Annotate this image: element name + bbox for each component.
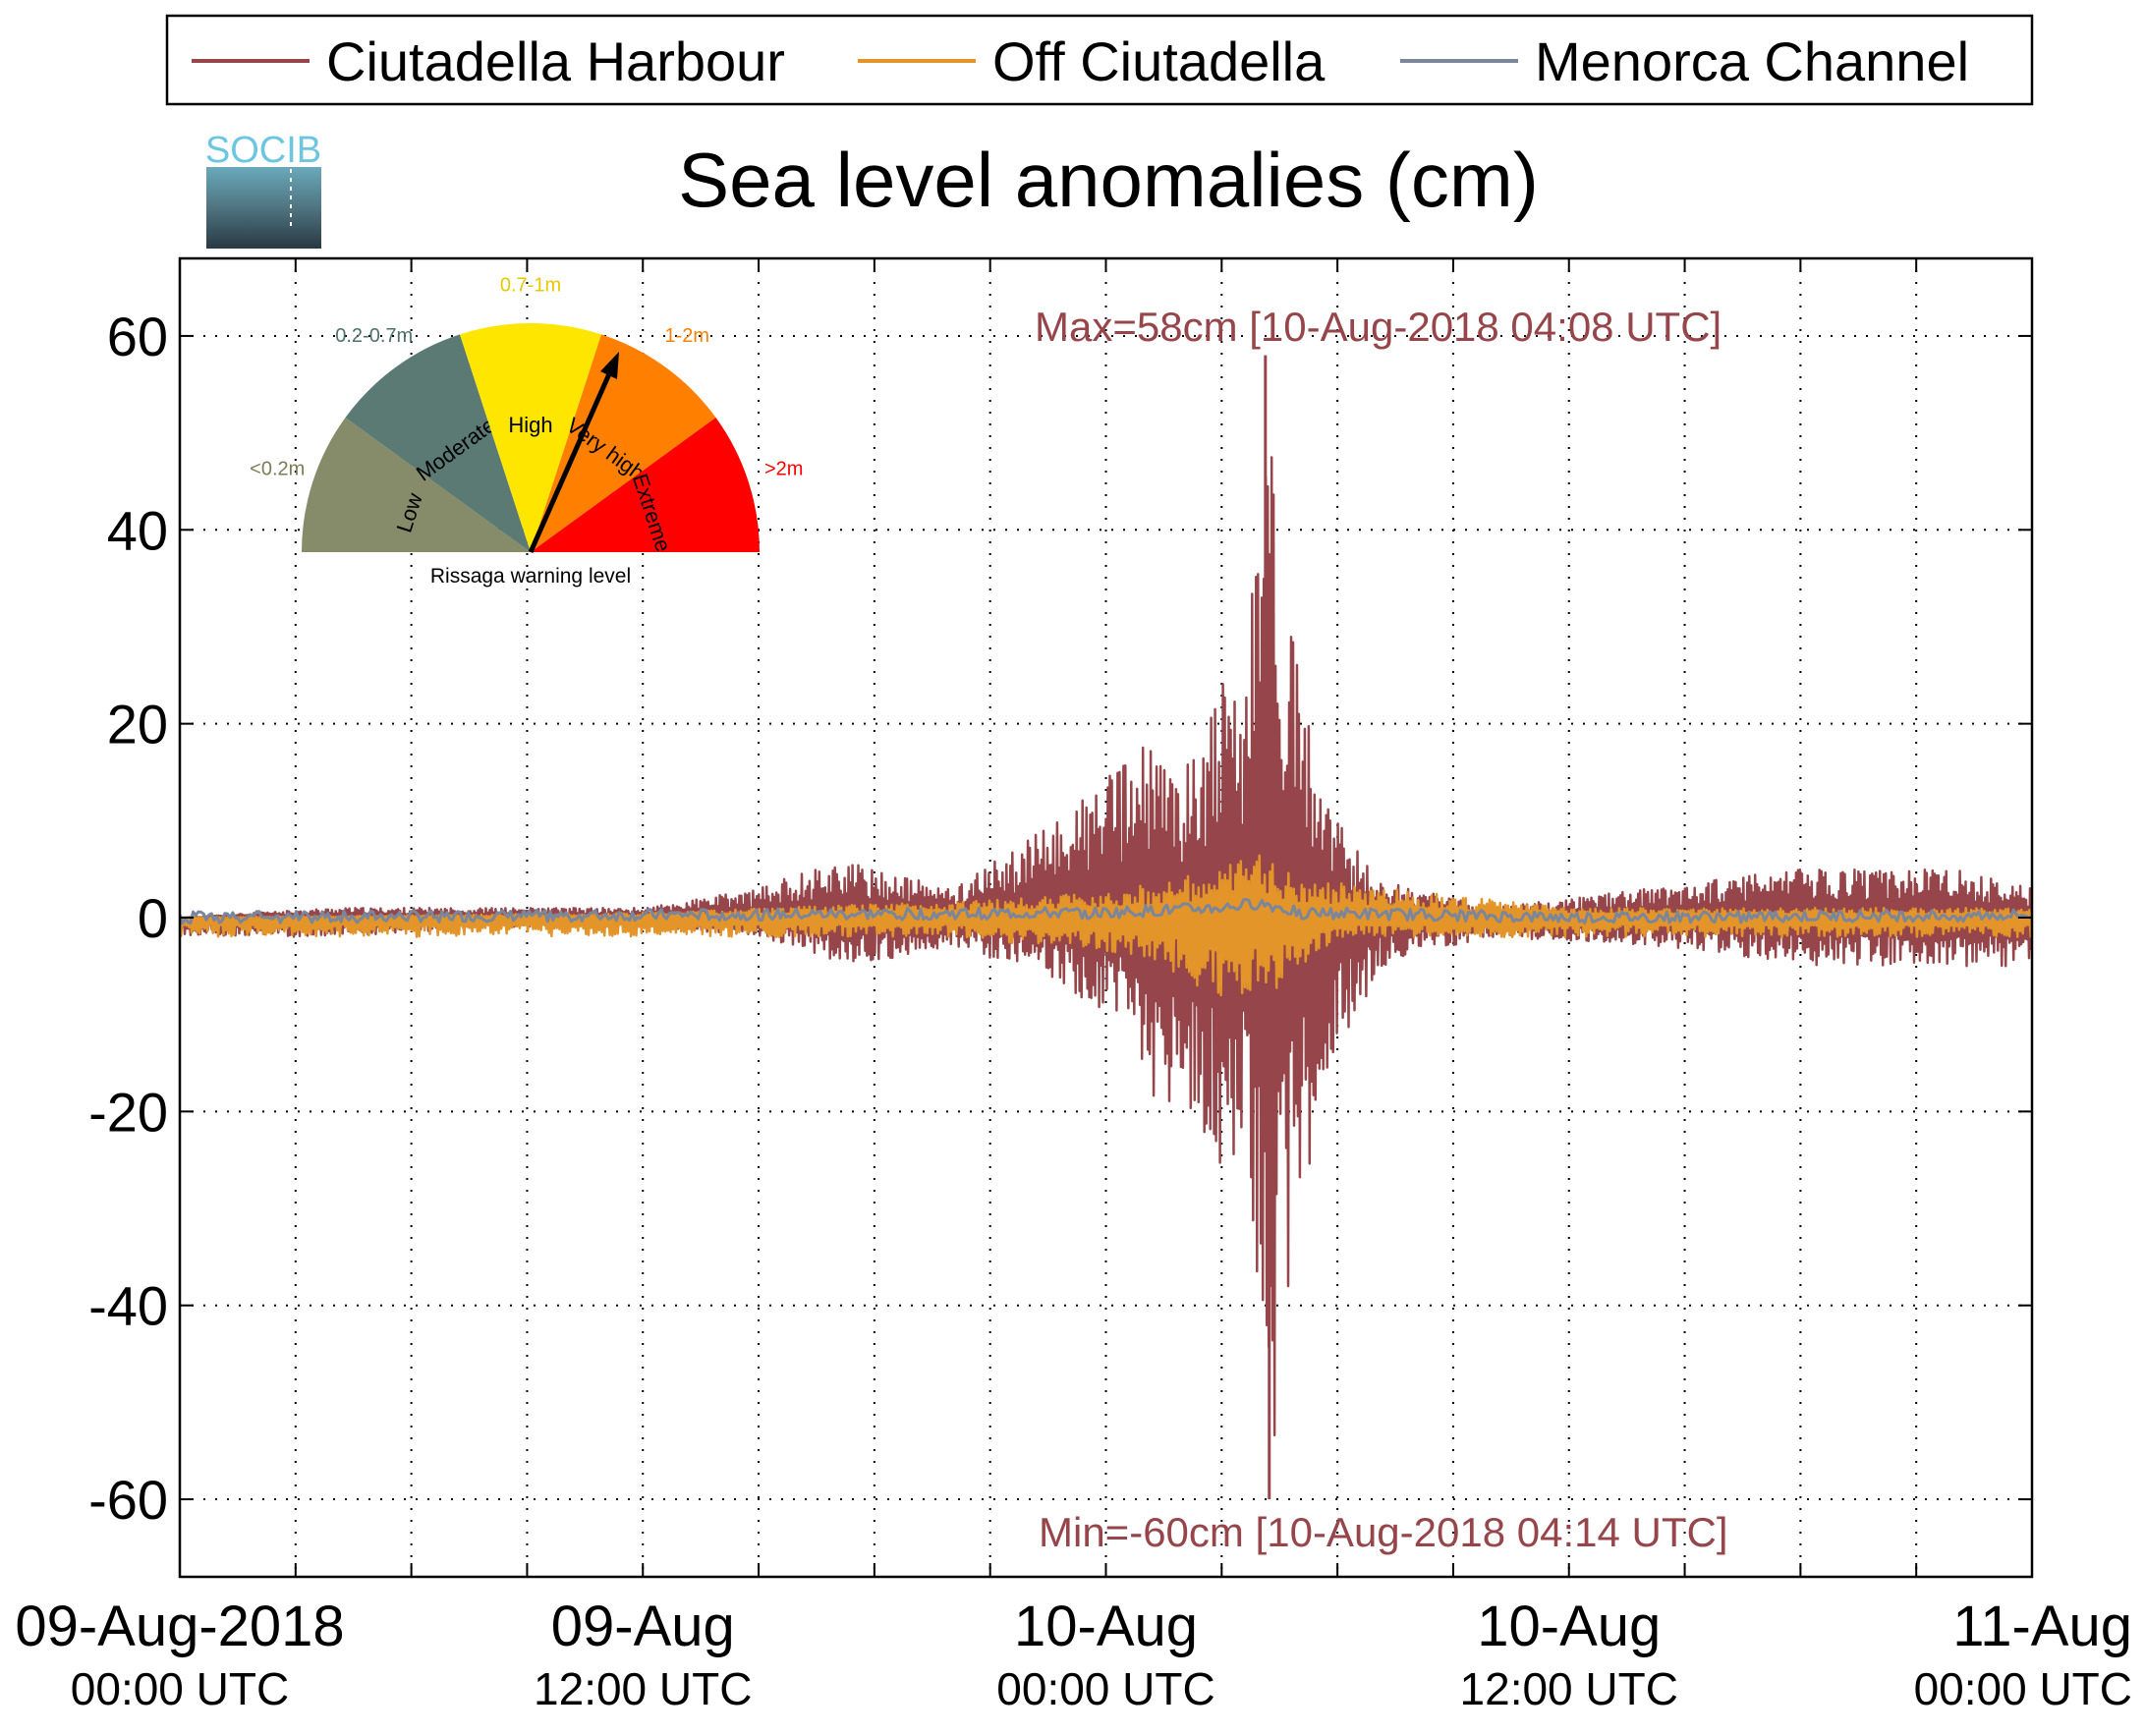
y-tick-label: 40 — [107, 499, 168, 561]
gauge-caption: Rissaga warning level — [430, 565, 631, 588]
gauge-range-label: <0.2m — [250, 459, 305, 480]
y-tick-label: -40 — [88, 1275, 168, 1337]
min-annotation: Min=-60cm [10-Aug-2018 04:14 UTC] — [1039, 1509, 1728, 1555]
y-tick-label: 20 — [107, 694, 168, 756]
x-tick-label-time: 00:00 UTC — [71, 1663, 289, 1714]
y-tick-label: 0 — [138, 887, 168, 949]
gauge-range-label: >2m — [764, 459, 803, 480]
x-tick-label-time: 00:00 UTC — [996, 1663, 1214, 1714]
legend: Ciutadella Harbour Off Ciutadella Menorc… — [165, 14, 2034, 106]
gauge-range-label: 0.7-1m — [500, 274, 561, 296]
legend-label-off-ciutadella: Off Ciutadella — [992, 30, 1326, 92]
gauge-needle — [528, 367, 614, 554]
gauge-needle-arrowhead — [600, 352, 619, 379]
gauge-sector-extreme — [531, 418, 760, 552]
legend-box — [165, 14, 2034, 106]
y-tick-label: -20 — [88, 1081, 168, 1143]
x-tick-label-time: 12:00 UTC — [534, 1663, 752, 1714]
logo-text: SOCIB — [205, 130, 321, 171]
x-tick-label-date: 10-Aug — [1477, 1595, 1661, 1658]
gauge-sector-very-high — [531, 334, 716, 552]
x-tick-label-date: 09-Aug-2018 — [15, 1595, 344, 1658]
legend-label-ciutadella-harbour: Ciutadella Harbour — [326, 30, 785, 92]
x-tick-label-date: 09-Aug — [551, 1595, 735, 1658]
gauge-level-label: High — [508, 413, 552, 437]
gauge-range-label: 0.2-0.7m — [335, 325, 413, 347]
gauge-range-label: 1-2m — [665, 325, 710, 347]
y-tick-label: 60 — [107, 306, 168, 367]
gauge-sector-moderate — [345, 334, 531, 552]
y-axis: -60 -40 -20 0 20 40 60 — [88, 306, 2032, 1531]
x-tick-label-date: 10-Aug — [1014, 1595, 1198, 1658]
gauge-sector-high — [459, 323, 602, 552]
socib-logo: SOCIB — [205, 130, 321, 249]
series-line-menorca-channel — [180, 898, 2032, 925]
y-tick-label: -60 — [88, 1469, 168, 1531]
x-tick-label-time: 00:00 UTC — [1914, 1663, 2132, 1714]
legend-label-menorca-channel: Menorca Channel — [1535, 30, 1969, 92]
chart-title: Sea level anomalies (cm) — [678, 137, 1539, 223]
max-annotation: Max=58cm [10-Aug-2018 04:08 UTC] — [1035, 304, 1722, 350]
x-tick-label-time: 12:00 UTC — [1460, 1663, 1678, 1714]
x-tick-label-date: 11-Aug — [1952, 1595, 2132, 1658]
gauge-sector-low — [302, 418, 531, 552]
series-lines — [180, 355, 2032, 1500]
